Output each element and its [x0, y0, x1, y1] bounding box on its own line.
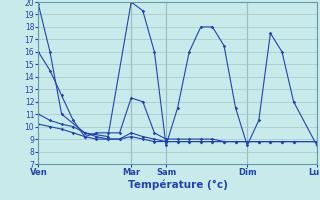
X-axis label: Température (°c): Température (°c) — [128, 180, 228, 190]
